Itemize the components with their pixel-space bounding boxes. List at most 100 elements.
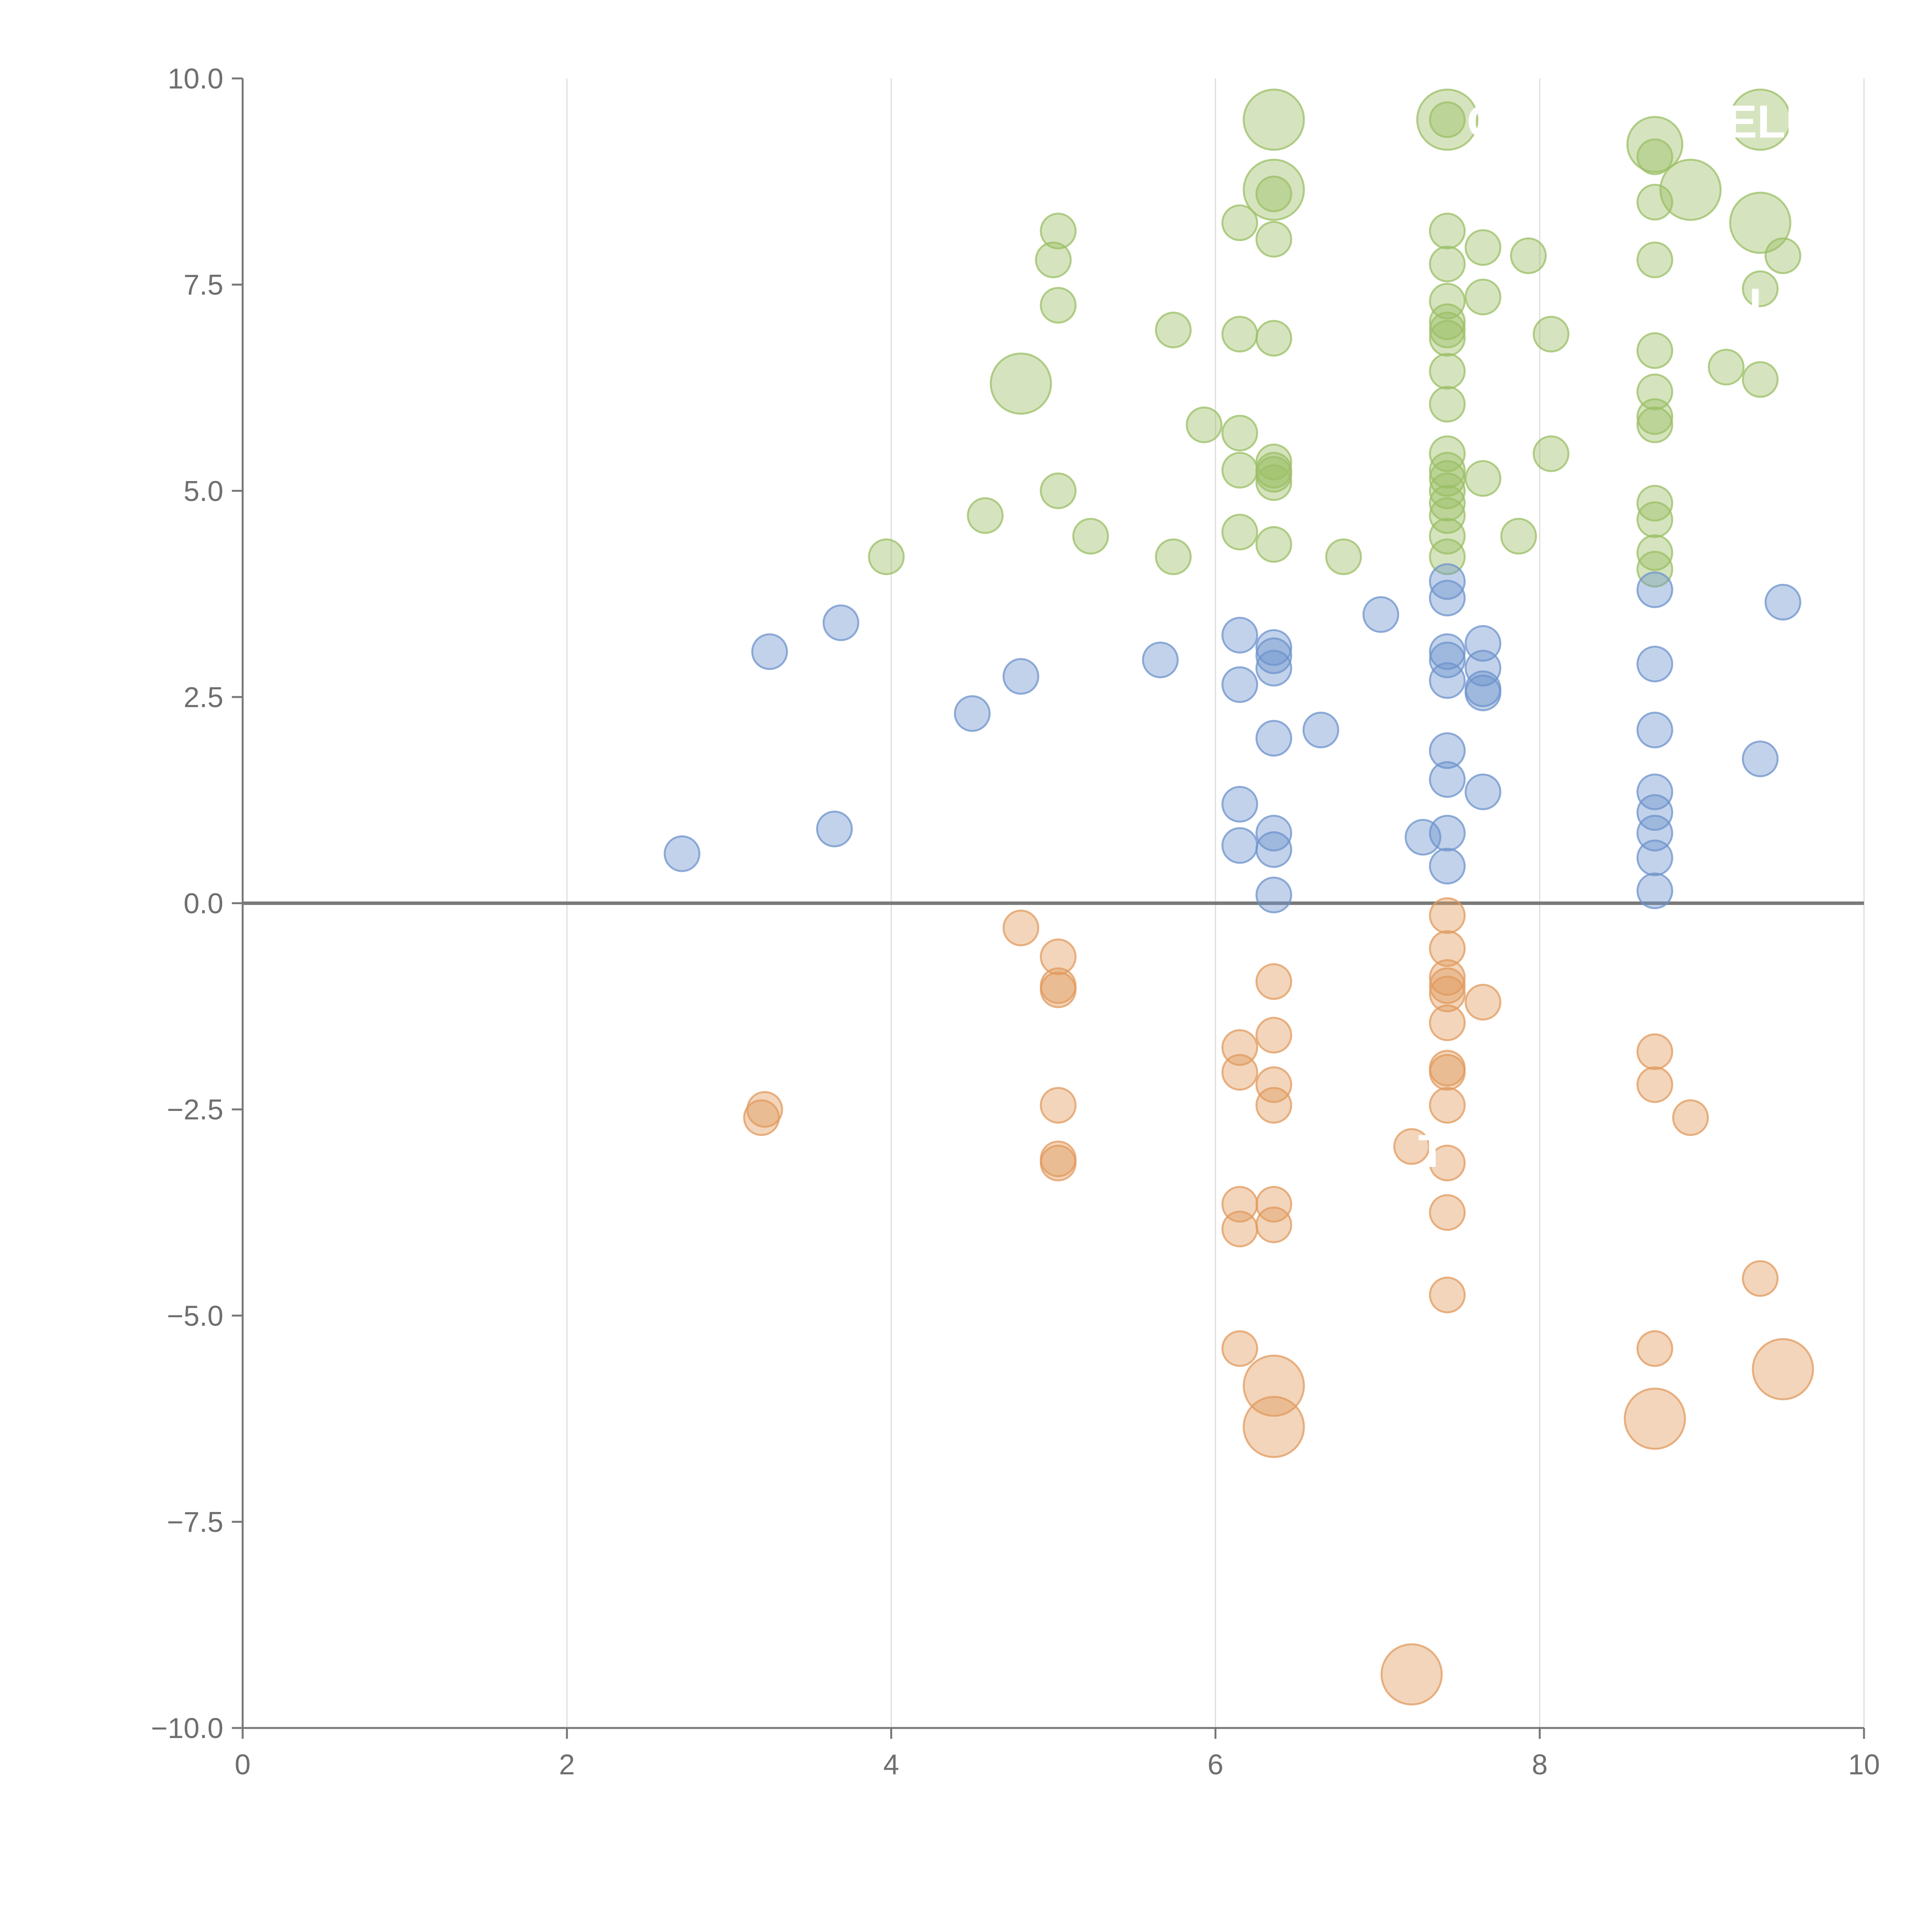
data-point-green <box>1636 398 1673 435</box>
x-tick-label: 8 <box>1532 1748 1548 1781</box>
data-point-green <box>1429 353 1466 390</box>
x-tick-label: 2 <box>559 1748 575 1781</box>
data-point-blue <box>1636 839 1673 876</box>
x-tick-label: 10 <box>1848 1748 1880 1781</box>
y-tick-label: −2.5 <box>167 1094 223 1126</box>
data-point-orange <box>1429 967 1466 1004</box>
y-tick-label: −5.0 <box>167 1300 223 1332</box>
data-point-blue <box>1255 831 1293 868</box>
data-point-green <box>1532 435 1570 472</box>
annotation-label: M <box>1321 1389 1359 1441</box>
data-point-green <box>1729 88 1791 151</box>
x-tick-label: 0 <box>235 1748 250 1781</box>
data-point-orange <box>1221 1330 1259 1367</box>
data-point-blue <box>1429 662 1466 699</box>
data-point-green <box>1185 406 1223 443</box>
data-point-green <box>1636 406 1673 443</box>
data-point-green <box>1155 538 1192 575</box>
data-point-green <box>1429 320 1466 357</box>
data-point-blue <box>1002 658 1039 695</box>
data-point-blue <box>1142 641 1179 679</box>
data-point-green <box>1636 242 1673 279</box>
annotation-label: I <box>1749 279 1762 331</box>
y-tick-label: 0.0 <box>184 888 223 920</box>
data-point-green <box>1742 361 1779 398</box>
y-tick-label: 5.0 <box>184 475 223 507</box>
data-point-orange <box>1221 1054 1259 1091</box>
data-point-blue <box>1255 876 1293 913</box>
data-point-blue <box>1636 571 1673 608</box>
data-point-green <box>1429 311 1466 349</box>
data-point-blue <box>1429 580 1466 617</box>
data-point-green <box>1429 386 1466 423</box>
data-point-blue <box>954 695 991 732</box>
data-point-blue <box>663 835 701 872</box>
data-point-green <box>1510 237 1547 274</box>
data-point-orange <box>1243 1396 1305 1458</box>
data-point-green <box>1255 221 1293 258</box>
y-tick-label: −7.5 <box>167 1506 223 1538</box>
data-point-green <box>1636 138 1673 175</box>
data-point-green <box>1221 204 1259 242</box>
data-point-orange <box>1429 1276 1466 1313</box>
x-tick-label: 6 <box>1208 1748 1223 1781</box>
axes: 10.0 7.5 5.0 2.5 0.0 −2.5 −5.0 −7.5 −10.0 0 2 4 6 8 10 <box>151 63 1880 1781</box>
data-point-orange <box>1255 1017 1293 1054</box>
data-point-green <box>1221 452 1259 489</box>
data-point-green <box>1729 192 1791 254</box>
data-point-green <box>1636 184 1673 221</box>
data-point-blue <box>1636 794 1673 831</box>
data-point-orange <box>1255 1186 1293 1223</box>
data-point-orange <box>1636 1330 1673 1367</box>
data-point-orange <box>1429 930 1466 967</box>
data-point-blue <box>1221 666 1259 703</box>
data-point-green <box>1429 452 1466 489</box>
data-point-green <box>1040 472 1077 509</box>
data-point-green <box>1255 175 1293 213</box>
data-point-orange <box>1393 1128 1430 1165</box>
data-point-blue <box>1302 711 1339 748</box>
data-point-green <box>1255 464 1293 501</box>
data-point-green <box>1155 311 1192 349</box>
data-point-blue <box>751 633 788 670</box>
data-point-green <box>1532 316 1570 353</box>
data-point-orange <box>1742 1260 1779 1297</box>
y-tick-label: 10.0 <box>168 63 223 95</box>
data-point-orange <box>1255 1206 1293 1243</box>
data-point-orange <box>1429 1004 1466 1041</box>
data-point-orange <box>1672 1099 1709 1136</box>
data-point-blue <box>1636 773 1673 810</box>
data-point-green <box>1255 444 1293 481</box>
data-point-orange <box>1429 897 1466 934</box>
data-point-green <box>1464 460 1502 497</box>
data-point-green <box>1464 279 1502 316</box>
data-point-green <box>1429 101 1466 138</box>
data-point-green <box>1035 242 1072 279</box>
data-point-orange <box>1429 1087 1466 1124</box>
data-point-blue <box>1429 732 1466 769</box>
data-point-blue <box>822 604 859 641</box>
data-point-orange <box>1752 1338 1814 1400</box>
y-tick-label: −10.0 <box>151 1712 223 1744</box>
data-point-orange <box>743 1099 780 1136</box>
annotation-label: O <box>1467 96 1503 148</box>
data-point-green <box>1040 213 1077 250</box>
annotation-label: I <box>1540 1624 1553 1676</box>
data-point-green <box>1243 88 1305 151</box>
data-point-green <box>1325 538 1362 575</box>
annotation-label: T <box>1418 1125 1446 1177</box>
data-points <box>663 88 1814 1706</box>
data-point-green <box>1429 485 1466 522</box>
data-point-green <box>1416 88 1479 151</box>
data-point-green <box>1255 526 1293 563</box>
data-point-orange <box>1624 1388 1686 1450</box>
data-point-orange <box>1040 938 1077 975</box>
annotations: I O ELL I T M I <box>1313 96 1814 1676</box>
data-point-green <box>1221 415 1259 452</box>
data-point-blue <box>1742 740 1779 777</box>
data-point-orange <box>1636 1033 1673 1070</box>
data-point-green <box>1429 213 1466 250</box>
data-point-blue <box>1221 786 1259 823</box>
data-point-green <box>1429 518 1466 555</box>
